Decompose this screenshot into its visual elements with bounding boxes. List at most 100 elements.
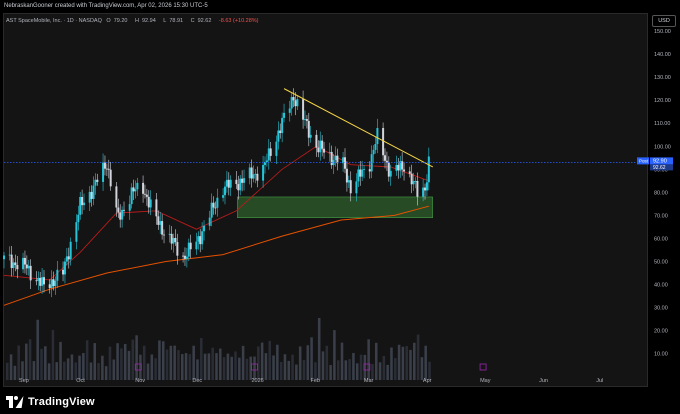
close-price-tag [650,164,673,171]
candle-body [103,162,106,169]
volume-bar [272,355,275,380]
volume-bar [409,349,412,380]
volume-bar [180,354,184,380]
candle-body [121,209,124,220]
candle-body [328,151,331,153]
volume-bar [66,358,70,380]
event-marker [479,363,487,371]
volume-bar [382,355,386,380]
currency-button[interactable]: USD [652,15,676,27]
volume-bar [146,363,150,380]
candle-body [422,187,425,197]
tradingview-logo-icon [6,396,27,408]
volume-bar [93,343,97,380]
volume-bar [161,341,165,380]
candle-body [222,195,225,198]
volume-bar [355,363,359,380]
volume-bar [344,360,348,380]
volume-bar [215,353,218,380]
volume-bar [310,337,313,380]
post-label: Post [639,158,649,163]
candle-body [52,279,55,287]
candle-body [275,141,278,156]
candle-body [41,277,44,286]
volume-bar [165,349,169,380]
candle-body [63,261,66,275]
x-tick-label: 2026 [251,378,263,384]
candle-body [290,97,293,109]
candle-body [201,231,204,245]
ohlc-close: C 92.62 [190,18,212,24]
candle-body [294,100,297,107]
candle-body [265,160,268,163]
candle-body [344,157,347,169]
candle-body [263,162,266,165]
candle-body [256,173,259,181]
candle-body [412,181,415,185]
candle-body [389,170,392,177]
volume-bar [203,353,207,380]
volume-bar [234,351,237,380]
tradingview-logo[interactable]: TradingView [6,394,95,410]
candle-body [147,196,150,208]
volume-bar [25,343,28,380]
volume-bar [139,354,142,380]
candle-body [239,178,242,191]
volume-bar [13,365,17,380]
candle-body [77,214,80,223]
volume-bar [241,345,245,380]
volume-bar [21,361,24,380]
candle-body [199,236,202,245]
candle-body [387,162,390,177]
candle-body [248,167,251,179]
attribution-text: NebraskanGooner created with TradingView… [4,3,208,9]
candle-body [81,196,84,206]
volume-bar [260,342,264,380]
volume-bar [89,362,93,380]
volume-bar [287,360,291,380]
volume-bar [17,345,20,380]
candle-body [368,169,371,172]
candle-body [317,147,320,153]
candle-body [14,262,17,266]
candle-body [241,178,244,183]
candle-body [182,255,185,257]
candle-body [35,280,38,282]
attribution-header: NebraskanGooner created with TradingView… [4,0,208,13]
candle-body [216,197,219,208]
volume-bar [249,356,252,380]
candle-body [357,169,360,182]
volume-bar [6,362,9,380]
candle-body [410,173,413,185]
candle-body [363,169,366,170]
volume-bar [336,360,340,380]
ohlc-high: H 92.94 [135,18,156,24]
candle-body [323,148,326,153]
last-price-tag [650,157,673,165]
volume-bar [207,353,211,380]
candle-body [355,181,358,194]
candle-body [56,269,59,281]
volume-bar [257,346,260,380]
volume-bar [74,362,78,380]
candle-body [302,99,305,120]
candle-body [212,202,215,208]
volume-bar [47,363,51,380]
event-marker [363,363,371,371]
candle-body [39,277,42,286]
candle-body [170,233,173,244]
volume-bar [40,348,43,380]
y-tick-label: 30.00 [654,306,668,312]
price-change: -8.63 (+10.28%) [218,18,259,24]
candle-body [23,257,26,265]
volume-bar [116,343,119,380]
volume-bar [238,357,241,380]
candle-body [189,242,192,250]
candle-body [414,180,417,182]
candle-body [159,221,162,225]
volume-bar [59,341,62,380]
volume-bar [177,350,180,380]
support-zone [237,196,433,218]
volume-bar [394,358,397,380]
